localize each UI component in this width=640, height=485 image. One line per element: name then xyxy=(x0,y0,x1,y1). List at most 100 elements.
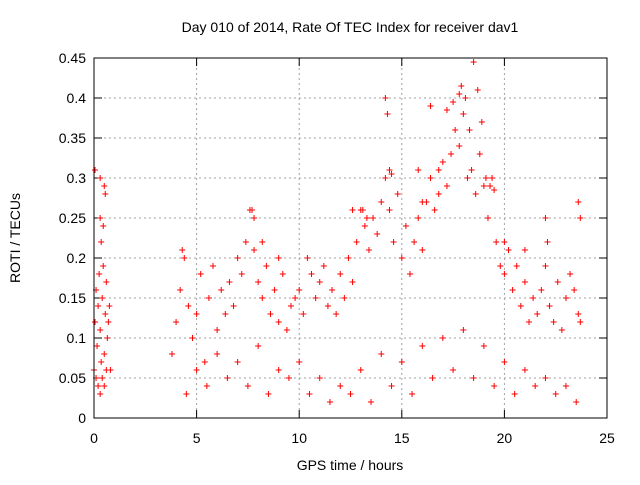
data-point xyxy=(470,59,477,65)
x-axis-label: GPS time / hours xyxy=(297,457,404,473)
data-point xyxy=(365,247,372,253)
data-point xyxy=(193,311,200,317)
data-point xyxy=(386,167,393,173)
data-point xyxy=(337,271,344,277)
data-point xyxy=(388,171,395,177)
data-point xyxy=(544,239,551,245)
data-point xyxy=(100,263,107,269)
y-tick-label: 0.3 xyxy=(67,170,87,186)
data-point xyxy=(173,319,180,325)
data-point xyxy=(575,199,582,205)
data-point xyxy=(345,255,352,261)
data-point xyxy=(450,367,457,373)
x-tick-label: 15 xyxy=(394,430,410,446)
data-point xyxy=(296,287,303,293)
data-point xyxy=(505,247,512,253)
data-point xyxy=(402,223,409,229)
data-point xyxy=(460,327,467,333)
data-point xyxy=(497,263,504,269)
data-point xyxy=(542,215,549,221)
data-point xyxy=(101,183,108,189)
data-point xyxy=(388,383,395,389)
data-point xyxy=(562,383,569,389)
data-point xyxy=(341,295,348,301)
data-point xyxy=(474,87,481,93)
plot-frame xyxy=(93,57,608,419)
data-point xyxy=(292,295,299,301)
data-point xyxy=(214,351,221,357)
data-point xyxy=(493,239,500,245)
data-point xyxy=(104,335,111,341)
data-point xyxy=(359,207,366,213)
data-point xyxy=(249,207,256,213)
data-point xyxy=(102,311,109,317)
data-point xyxy=(468,167,475,173)
data-point xyxy=(472,191,479,197)
chart-title: Day 010 of 2014, Rate Of TEC Index for r… xyxy=(182,19,519,35)
data-point xyxy=(168,351,175,357)
data-point xyxy=(265,391,272,397)
data-point xyxy=(501,239,508,245)
data-point xyxy=(306,391,313,397)
data-point xyxy=(501,271,508,277)
data-point xyxy=(92,167,99,173)
y-tick-label: 0.35 xyxy=(59,130,86,146)
data-point xyxy=(460,111,467,117)
data-point xyxy=(97,391,104,397)
data-point xyxy=(439,159,446,165)
y-tick-label: 0.4 xyxy=(67,90,87,106)
data-point xyxy=(97,215,104,221)
data-point xyxy=(97,175,104,181)
data-point xyxy=(450,99,457,105)
data-point xyxy=(285,375,292,381)
data-point xyxy=(573,399,580,405)
data-point xyxy=(349,279,356,285)
data-point xyxy=(103,279,110,285)
data-point xyxy=(407,271,414,277)
data-point xyxy=(491,383,498,389)
data-point xyxy=(374,231,381,237)
data-point xyxy=(398,359,405,365)
data-point xyxy=(394,191,401,197)
data-point xyxy=(409,391,416,397)
data-point xyxy=(95,383,102,389)
data-point xyxy=(267,311,274,317)
data-point xyxy=(419,343,426,349)
data-point xyxy=(526,319,533,325)
data-point xyxy=(386,207,393,213)
data-point xyxy=(427,175,434,181)
data-point xyxy=(554,279,561,285)
data-point xyxy=(435,191,442,197)
data-point xyxy=(179,247,186,253)
data-point xyxy=(484,215,491,221)
data-point xyxy=(452,127,459,133)
data-point xyxy=(368,399,375,405)
data-point xyxy=(489,175,496,181)
data-point xyxy=(329,287,336,293)
data-point xyxy=(98,239,105,245)
data-point xyxy=(320,263,327,269)
data-point xyxy=(244,383,251,389)
data-point xyxy=(443,107,450,113)
y-tick-label: 0.1 xyxy=(67,330,87,346)
data-point xyxy=(203,383,210,389)
data-point xyxy=(419,199,426,205)
data-point xyxy=(263,263,270,269)
x-tick-label: 0 xyxy=(90,430,98,446)
data-point xyxy=(312,295,319,301)
data-point xyxy=(443,183,450,189)
data-point xyxy=(456,91,463,97)
data-point xyxy=(105,319,112,325)
data-point xyxy=(304,255,311,261)
data-point xyxy=(464,175,471,181)
data-point xyxy=(577,319,584,325)
data-point xyxy=(390,239,397,245)
data-point xyxy=(337,383,344,389)
axis-ticks: 0 0.05 0.1 0.15 0.2 0.25 0.3 0.35 0.4 0.45 0 5 10 15 2… xyxy=(59,50,615,446)
x-tick-label: 25 xyxy=(599,430,615,446)
data-point xyxy=(501,359,508,365)
data-point xyxy=(562,295,569,301)
data-point xyxy=(230,303,237,309)
data-point xyxy=(415,167,422,173)
data-point xyxy=(279,271,286,277)
